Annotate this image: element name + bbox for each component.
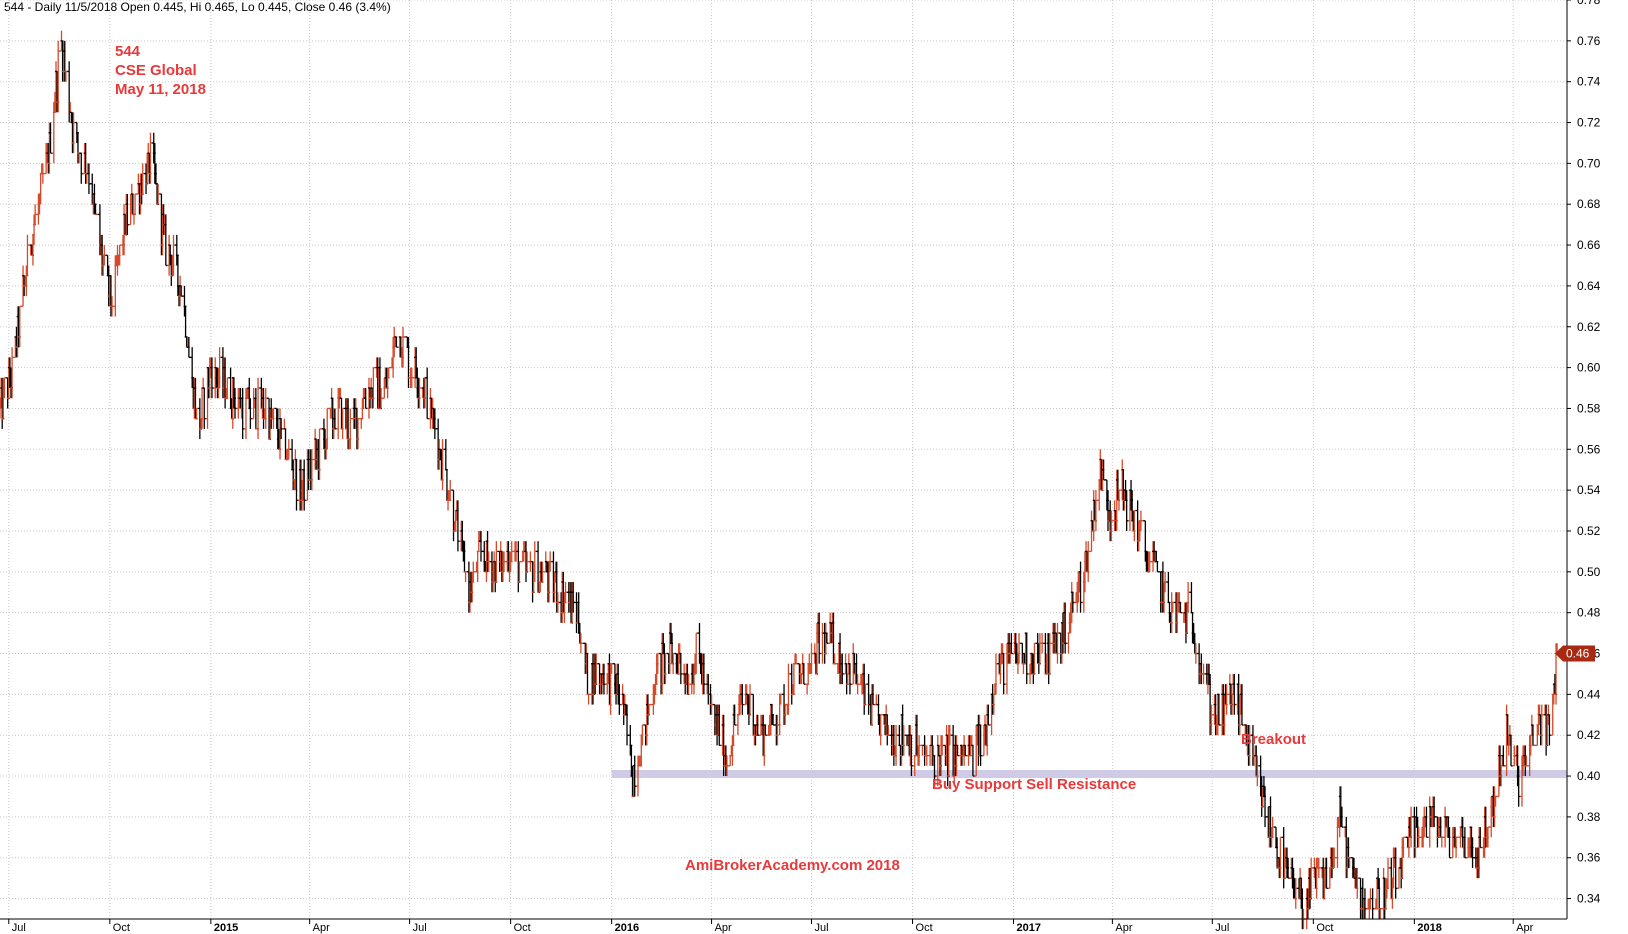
date-label: May 11, 2018 bbox=[115, 81, 206, 98]
x-tick-label: Oct bbox=[514, 922, 531, 934]
support-band bbox=[611, 770, 1567, 779]
ohlc-bar bbox=[728, 754, 733, 767]
ohlc-bar bbox=[820, 622, 825, 664]
ohlc-bar bbox=[463, 571, 468, 583]
price-tag-value: 0.46 bbox=[1566, 647, 1590, 661]
y-tick-label: 0.60 bbox=[1577, 361, 1601, 375]
y-tick-label: 0.74 bbox=[1577, 75, 1601, 89]
ohlc-bar bbox=[443, 439, 448, 471]
ohlc-bar bbox=[586, 693, 591, 705]
chart-axes bbox=[0, 0, 1568, 920]
x-tick-label: Apr bbox=[1516, 922, 1533, 934]
ohlc-bar bbox=[425, 367, 430, 420]
chart-title-block: 544 CSE Global May 11, 2018 bbox=[115, 42, 206, 99]
x-tick-label: Apr bbox=[313, 922, 330, 934]
ohlc-bar bbox=[131, 213, 136, 225]
ohlc-bar bbox=[359, 418, 364, 429]
ohlc-bar bbox=[282, 418, 287, 430]
ohlc-bar bbox=[1155, 560, 1160, 573]
y-tick-label: 0.56 bbox=[1577, 442, 1601, 456]
x-tick-label: Jul bbox=[12, 922, 26, 934]
x-axis-ticks: Jul Oct 2015 Apr Jul Oct 2016 Apr Jul Oct 2017 Apr J… bbox=[8, 919, 1534, 934]
chart-grid bbox=[0, 0, 1567, 919]
y-tick-label: 0.72 bbox=[1577, 116, 1601, 130]
y-tick-label: 0.44 bbox=[1577, 687, 1601, 701]
last-price-tag: 0.46 bbox=[1555, 645, 1595, 662]
y-tick-label: 0.40 bbox=[1577, 769, 1601, 783]
ohlc-bar bbox=[133, 193, 138, 216]
y-tick-label: 0.48 bbox=[1577, 606, 1601, 620]
ohlc-bar bbox=[1166, 571, 1171, 604]
ohlc-bar bbox=[202, 387, 207, 429]
x-tick-label: 2016 bbox=[615, 922, 639, 934]
ohlc-bar bbox=[451, 489, 456, 542]
x-tick-label: Apr bbox=[1115, 922, 1132, 934]
support-line bbox=[611, 770, 1567, 779]
x-tick-label: Jul bbox=[1215, 922, 1229, 934]
y-tick-label: 0.78 bbox=[1577, 0, 1601, 7]
support-resistance-label: Buy Support Sell Resistance bbox=[932, 776, 1137, 793]
x-tick-label: 2015 bbox=[214, 922, 238, 934]
y-tick-label: 0.76 bbox=[1577, 34, 1601, 48]
y-tick-label: 0.50 bbox=[1577, 565, 1601, 579]
y-tick-label: 0.38 bbox=[1577, 810, 1601, 824]
x-tick-label: 2017 bbox=[1017, 922, 1041, 934]
ticker-label: 544 bbox=[115, 43, 141, 60]
breakout-label: Breakout bbox=[1241, 731, 1307, 748]
ohlc-bar bbox=[789, 663, 794, 705]
y-tick-label: 0.42 bbox=[1577, 728, 1601, 742]
ohlc-bar bbox=[1189, 582, 1194, 614]
y-tick-label: 0.62 bbox=[1577, 320, 1601, 334]
x-tick-label: Oct bbox=[916, 922, 933, 934]
ohlc-bar bbox=[920, 744, 925, 756]
company-label: CSE Global bbox=[115, 62, 197, 79]
ohlc-bar bbox=[79, 152, 84, 184]
y-tick-label: 0.68 bbox=[1577, 197, 1601, 211]
y-tick-label: 0.52 bbox=[1577, 524, 1601, 538]
y-tick-label: 0.66 bbox=[1577, 238, 1601, 252]
ohlc-bar bbox=[874, 694, 879, 706]
chart-header: 544 - Daily 11/5/2018 Open 0.445, Hi 0.4… bbox=[4, 0, 391, 14]
watermark: AmiBrokerAcademy.com 2018 bbox=[685, 857, 900, 874]
y-tick-label: 0.34 bbox=[1577, 892, 1601, 906]
x-tick-label: Jul bbox=[815, 922, 829, 934]
y-tick-label: 0.70 bbox=[1577, 156, 1601, 170]
x-tick-label: 2018 bbox=[1417, 922, 1441, 934]
y-tick-label: 0.54 bbox=[1577, 483, 1601, 497]
y-tick-label: 0.36 bbox=[1577, 851, 1601, 865]
y-tick-label: 0.64 bbox=[1577, 279, 1601, 293]
price-bars bbox=[0, 30, 1560, 930]
y-tick-label: 0.58 bbox=[1577, 401, 1601, 415]
ohlc-bar bbox=[1066, 632, 1071, 654]
x-tick-label: Oct bbox=[113, 922, 130, 934]
ohlc-bar bbox=[256, 377, 261, 440]
x-tick-label: Apr bbox=[715, 922, 732, 934]
y-axis-ticks: 0.34 0.36 0.38 0.40 0.42 0.44 0.46 0.48 0.50 0.52… bbox=[1567, 0, 1601, 906]
x-tick-label: Oct bbox=[1316, 922, 1333, 934]
x-tick-label: Jul bbox=[413, 922, 427, 934]
ohlc-bar bbox=[805, 683, 810, 695]
price-tag-shape bbox=[1555, 645, 1595, 662]
ohlc-bar bbox=[1439, 836, 1444, 848]
ohlc-bar bbox=[735, 714, 740, 736]
ohlc-bar bbox=[67, 61, 72, 123]
ohlc-bar bbox=[1370, 888, 1375, 919]
ohlc-bar bbox=[201, 377, 206, 389]
